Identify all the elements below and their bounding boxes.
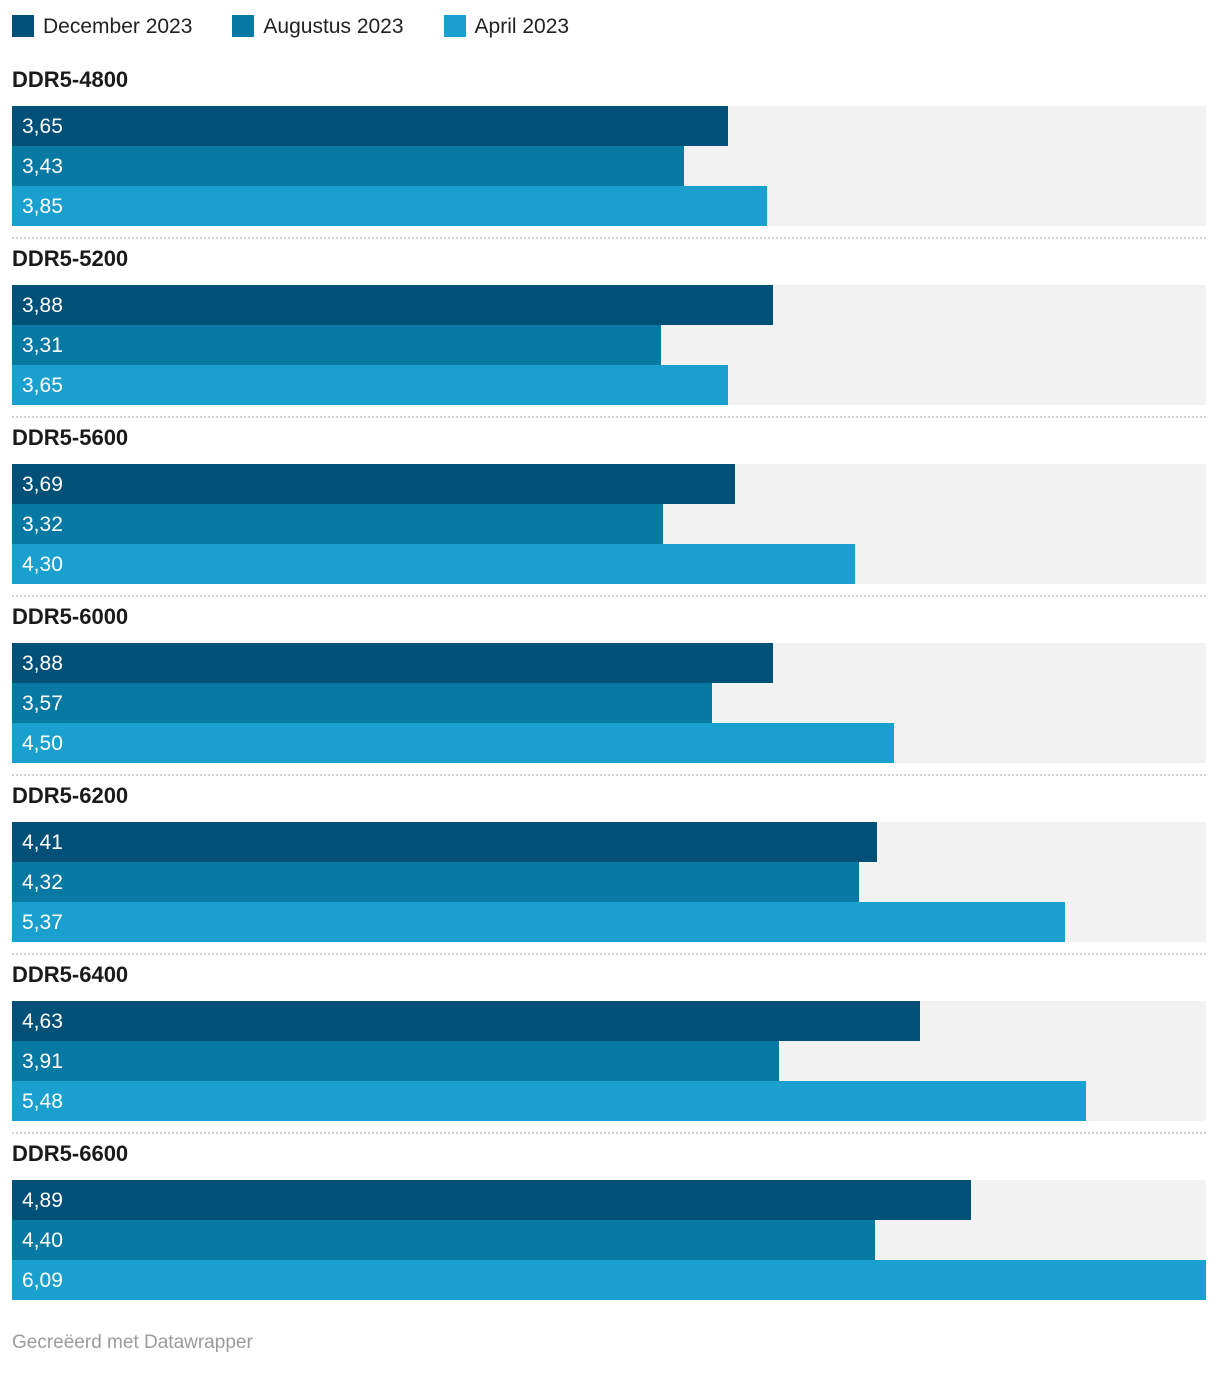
bar-value-label: 4,50	[22, 731, 63, 755]
bar: 4,40	[12, 1220, 875, 1260]
bar: 3,65	[12, 106, 728, 146]
bar-value-label: 4,40	[22, 1228, 63, 1252]
bar: 3,43	[12, 146, 685, 186]
bar-track: 3,43	[12, 146, 1206, 186]
group-separator	[12, 953, 1206, 955]
bar: 3,31	[12, 325, 661, 365]
grouped-bar-chart: DDR5-4800 3,65 3,43 3,85 DDR5-5200 3,88 3,31 3,…	[12, 69, 1206, 1300]
bar-track: 3,85	[12, 186, 1206, 226]
bar: 4,63	[12, 1001, 920, 1041]
bar-track: 5,48	[12, 1081, 1206, 1121]
bar: 4,41	[12, 822, 877, 862]
bar: 4,50	[12, 723, 895, 763]
bar-value-label: 4,89	[22, 1188, 63, 1212]
bar-track: 3,57	[12, 683, 1206, 723]
bar-track: 3,65	[12, 365, 1206, 405]
legend-swatch-icon	[232, 14, 255, 37]
bar-value-label: 3,65	[22, 114, 63, 138]
bar-value-label: 4,32	[22, 870, 63, 894]
group-title: DDR5-4800	[12, 67, 129, 92]
bar-value-label: 5,37	[22, 910, 63, 934]
bar-value-label: 3,88	[22, 651, 63, 675]
bar-group: DDR5-5600 3,69 3,32 4,30	[12, 427, 1206, 597]
group-title: DDR5-6600	[12, 1141, 129, 1166]
bar-value-label: 3,69	[22, 472, 63, 496]
bar-group: DDR5-6200 4,41 4,32 5,37	[12, 785, 1206, 955]
legend-label: December 2023	[43, 15, 193, 38]
group-title: DDR5-5600	[12, 425, 129, 450]
bar-group: DDR5-6000 3,88 3,57 4,50	[12, 606, 1206, 776]
group-separator	[12, 416, 1206, 418]
bar-value-label: 3,31	[22, 333, 63, 357]
bar-track: 4,50	[12, 723, 1206, 763]
bar-group: DDR5-4800 3,65 3,43 3,85	[12, 69, 1206, 239]
legend: December 2023 Augustus 2023 April 2023	[12, 0, 1206, 37]
bar-track: 3,88	[12, 643, 1206, 683]
bar: 3,91	[12, 1041, 779, 1081]
bar: 4,30	[12, 544, 856, 584]
bar: 4,32	[12, 862, 859, 902]
bar-value-label: 6,09	[22, 1268, 63, 1292]
bar-value-label: 3,65	[22, 373, 63, 397]
bar-group: DDR5-6600 4,89 4,40 6,09	[12, 1143, 1206, 1300]
bar-track: 3,31	[12, 325, 1206, 365]
group-title: DDR5-5200	[12, 246, 129, 271]
bar-value-label: 4,63	[22, 1009, 63, 1033]
group-separator	[12, 1132, 1206, 1134]
bar: 5,48	[12, 1081, 1087, 1121]
bar: 5,37	[12, 902, 1065, 942]
bar-track: 3,65	[12, 106, 1206, 146]
bar-value-label: 4,30	[22, 552, 63, 576]
legend-item: Augustus 2023	[232, 14, 404, 38]
bar-track: 4,32	[12, 862, 1206, 902]
group-title: DDR5-6200	[12, 783, 129, 808]
bar-track: 5,37	[12, 902, 1206, 942]
bar-value-label: 3,32	[22, 512, 63, 536]
bar-value-label: 3,57	[22, 691, 63, 715]
bar-track: 3,91	[12, 1041, 1206, 1081]
group-separator	[12, 595, 1206, 597]
legend-item: December 2023	[12, 14, 192, 37]
bar-track: 3,32	[12, 504, 1206, 544]
bar: 3,85	[12, 186, 767, 226]
legend-item: April 2023	[443, 14, 570, 38]
bar: 6,09	[12, 1260, 1206, 1300]
bar-value-label: 3,43	[22, 154, 63, 178]
bar-track: 6,09	[12, 1260, 1206, 1300]
bar-track: 4,89	[12, 1180, 1206, 1220]
bar: 3,88	[12, 285, 773, 325]
bar-group: DDR5-5200 3,88 3,31 3,65	[12, 248, 1206, 418]
bar: 3,65	[12, 365, 728, 405]
bar-track: 4,41	[12, 822, 1206, 862]
bar-track: 3,88	[12, 285, 1206, 325]
bar-track: 4,63	[12, 1001, 1206, 1041]
bar-value-label: 5,48	[22, 1089, 63, 1113]
bar: 3,88	[12, 643, 773, 683]
legend-swatch-icon	[443, 14, 466, 37]
bar-value-label: 3,88	[22, 293, 63, 317]
legend-swatch-icon	[12, 14, 34, 37]
datawrapper-attribution: Gecreëerd met Datawrapper	[12, 1332, 253, 1353]
bar-track: 4,30	[12, 544, 1206, 584]
bar: 3,57	[12, 683, 712, 723]
bar: 3,69	[12, 464, 736, 504]
bar: 4,89	[12, 1180, 971, 1220]
group-title: DDR5-6400	[12, 962, 129, 987]
bar-value-label: 3,91	[22, 1049, 63, 1073]
bar-track: 4,40	[12, 1220, 1206, 1260]
bar-track: 3,69	[12, 464, 1206, 504]
group-title: DDR5-6000	[12, 604, 129, 629]
bar-value-label: 4,41	[22, 830, 63, 854]
bar: 3,32	[12, 504, 663, 544]
legend-label: Augustus 2023	[263, 15, 404, 38]
group-separator	[12, 774, 1206, 776]
bar-value-label: 3,85	[22, 194, 63, 218]
bar-group: DDR5-6400 4,63 3,91 5,48	[12, 964, 1206, 1134]
group-separator	[12, 237, 1206, 239]
legend-label: April 2023	[474, 15, 570, 38]
